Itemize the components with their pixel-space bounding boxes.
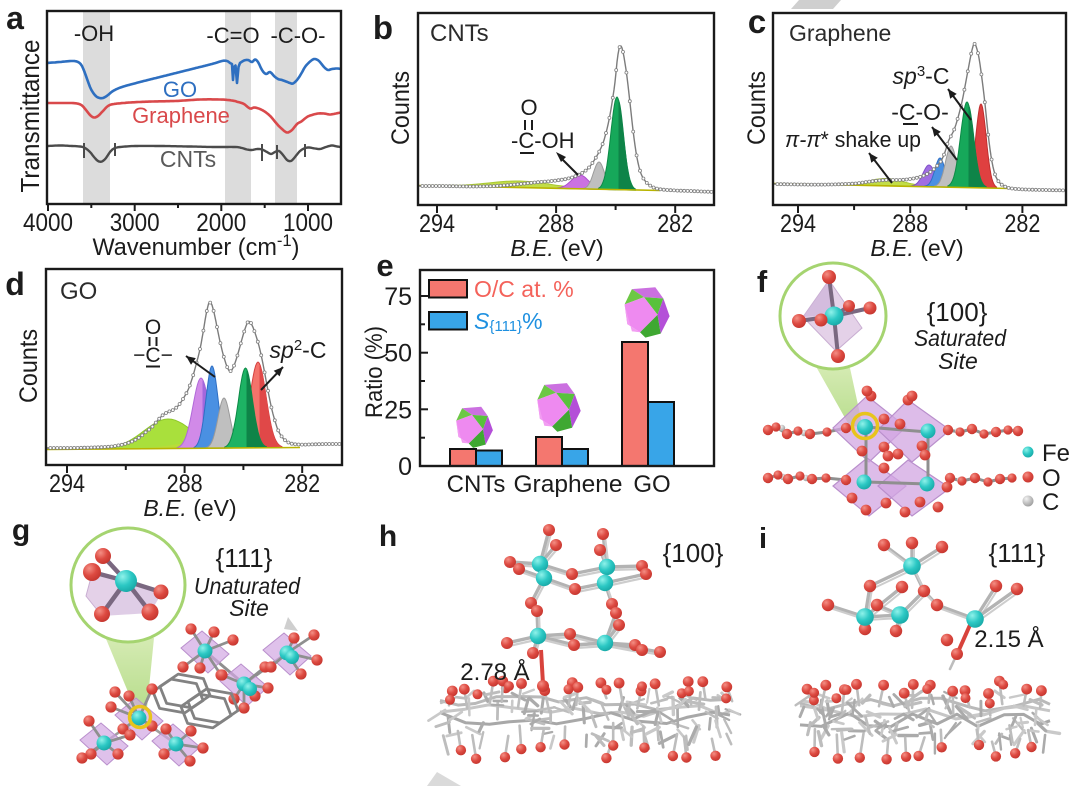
svg-text:288: 288 [892,210,928,238]
svg-text:b: b [373,9,393,46]
svg-text:{111}: {111} [989,538,1046,568]
svg-text:288: 288 [538,210,574,238]
svg-text:50: 50 [384,340,412,368]
svg-text:C: C [1042,489,1059,516]
svg-text:282: 282 [1004,210,1040,238]
svg-text:O/C at. %: O/C at. % [474,276,574,302]
svg-text:π-π* shake up: π-π* shake up [785,127,921,152]
svg-text:GO: GO [60,278,97,305]
svg-text:Fe: Fe [1042,440,1070,467]
svg-text:a: a [6,0,24,36]
svg-text:-C=O: -C=O [206,23,259,48]
svg-text:{100}: {100} [663,538,724,568]
svg-text:3000: 3000 [110,209,160,237]
svg-text:i: i [759,523,767,555]
svg-text:294: 294 [780,210,816,238]
svg-text:Graphene: Graphene [789,20,891,46]
svg-text:Counts: Counts [743,71,771,145]
svg-text:B.E. (eV): B.E. (eV) [143,495,236,521]
svg-text:0: 0 [398,453,412,481]
svg-text:Ratio (%): Ratio (%) [361,326,388,418]
svg-text:Unaturated: Unaturated [194,573,301,599]
svg-text:c: c [748,3,766,40]
svg-text:O: O [145,316,161,339]
svg-text:4000: 4000 [23,209,73,237]
svg-text:Transmittance: Transmittance [15,40,45,193]
svg-text:Graphene: Graphene [132,103,230,128]
svg-text:-C-OH: -C-OH [511,128,575,153]
svg-text:2.78 Å: 2.78 Å [460,658,529,686]
svg-text:CNTs: CNTs [160,146,216,172]
svg-text:Site: Site [938,348,978,374]
svg-text:Saturated: Saturated [914,325,1007,351]
svg-text:-OH: -OH [74,21,114,46]
svg-text:{100}: {100} [927,297,988,327]
svg-text:294: 294 [419,210,455,238]
svg-text:25: 25 [384,396,412,424]
svg-text:CNTs: CNTs [430,20,489,47]
svg-text:g: g [12,514,30,547]
svg-text:Counts: Counts [387,71,415,145]
svg-text:B.E. (eV): B.E. (eV) [870,235,963,261]
svg-text:f: f [757,264,768,299]
svg-text:h: h [379,520,397,553]
svg-text:Counts: Counts [15,329,43,403]
svg-text:O: O [520,95,537,120]
svg-text:Wavenumber (cm-1): Wavenumber (cm-1) [93,231,300,262]
svg-text:B.E. (eV): B.E. (eV) [510,235,603,261]
svg-text:75: 75 [384,283,412,311]
svg-text:-C-O-: -C-O- [271,23,326,48]
svg-text:{111}: {111} [216,543,273,573]
svg-text:O: O [1042,465,1061,492]
svg-text:GO: GO [633,471,670,498]
svg-text:1000: 1000 [283,209,333,237]
svg-text:282: 282 [284,470,320,498]
svg-text:2.15 Å: 2.15 Å [974,625,1043,653]
svg-text:GO: GO [163,77,197,102]
svg-text:282: 282 [657,210,693,238]
svg-text:Site: Site [229,595,269,621]
svg-text:Graphene: Graphene [514,471,623,498]
svg-text:-C-O-: -C-O- [891,99,948,125]
svg-text:2000: 2000 [196,209,246,237]
svg-text:CNTs: CNTs [447,471,506,498]
svg-text:−C−: −C− [133,344,173,367]
svg-text:288: 288 [167,470,203,498]
svg-text:e: e [376,248,393,283]
svg-text:d: d [5,266,25,302]
svg-text:294: 294 [49,470,85,498]
